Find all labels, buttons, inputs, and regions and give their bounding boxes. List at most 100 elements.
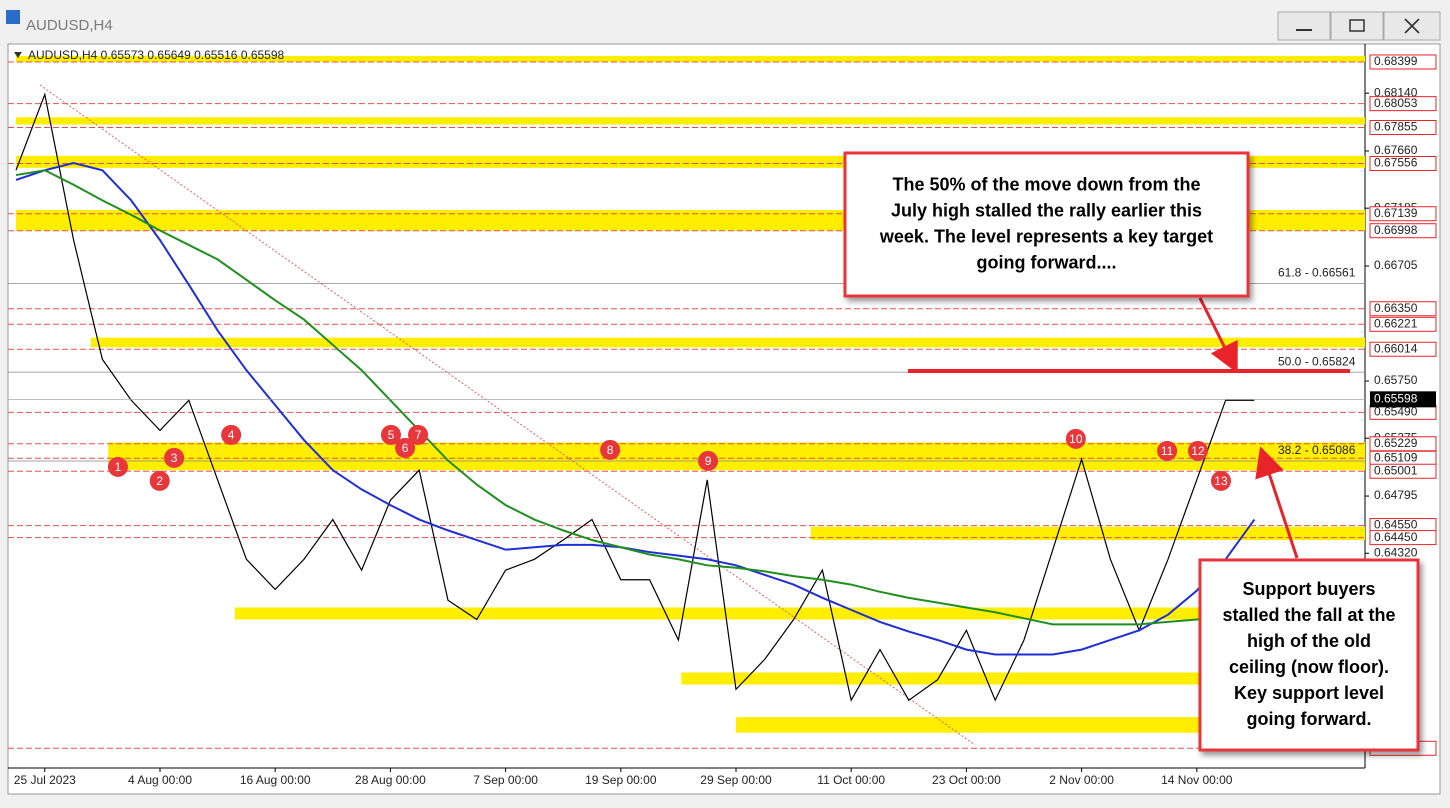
level-label-box bbox=[1369, 341, 1437, 357]
x-tick-label: 28 Aug 00:00 bbox=[355, 773, 426, 787]
support-resistance-zone bbox=[108, 442, 1365, 471]
x-tick-label: 29 Sep 00:00 bbox=[700, 773, 772, 787]
annotation-text: going forward. bbox=[1247, 709, 1372, 729]
moving-average bbox=[15, 161, 1256, 656]
marker-label: 11 bbox=[1161, 444, 1174, 458]
level-label: 0.66998 bbox=[1374, 223, 1418, 237]
y-tick-label: 0.64320 bbox=[1374, 545, 1418, 559]
level-label-box bbox=[1369, 54, 1437, 70]
annotation-text: week. The level represents a key target bbox=[879, 226, 1213, 246]
annotation-text: high of the old bbox=[1247, 631, 1371, 651]
marker bbox=[1187, 440, 1208, 461]
window-title: AUDUSD,H4 bbox=[26, 17, 113, 34]
marker-label: 3 bbox=[171, 451, 178, 465]
annotation-box bbox=[843, 151, 1250, 298]
marker-label: 9 bbox=[705, 454, 712, 468]
x-tick-label: 23 Oct 00:00 bbox=[932, 773, 1001, 787]
support-resistance-zone bbox=[16, 117, 1365, 125]
marker-label: 10 bbox=[1069, 432, 1083, 446]
support-resistance-zone bbox=[810, 526, 1365, 541]
trend-line bbox=[39, 84, 976, 746]
header-arrow bbox=[14, 52, 22, 58]
marker-label: 6 bbox=[402, 441, 409, 455]
chart-header: AUDUSD,H4 0.65573 0.65649 0.65516 0.6559… bbox=[28, 48, 285, 62]
support-resistance-zone bbox=[90, 337, 1365, 348]
marker-label: 1 bbox=[115, 460, 122, 474]
level-label: 0.66014 bbox=[1374, 341, 1418, 355]
annotation-text: Support buyers bbox=[1242, 579, 1375, 599]
annotation-text: stalled the fall at the bbox=[1222, 605, 1395, 625]
level-label: 0.65490 bbox=[1374, 405, 1418, 419]
marker bbox=[107, 456, 128, 477]
marker bbox=[1210, 470, 1231, 491]
support-resistance-zone bbox=[681, 672, 1365, 685]
marker bbox=[698, 450, 719, 471]
close-icon bbox=[1404, 18, 1420, 34]
y-tick-label: 0.68140 bbox=[1374, 85, 1418, 99]
last-price-label: 0.65598 bbox=[1374, 392, 1418, 406]
support-resistance-zone bbox=[16, 55, 1365, 62]
level-label-box bbox=[1369, 119, 1437, 135]
level-label-box bbox=[1369, 463, 1437, 479]
fib-label: 50.0 - 0.65824 bbox=[1278, 354, 1356, 368]
marker-label: 13 bbox=[1214, 474, 1228, 488]
arrow bbox=[1255, 446, 1299, 559]
level-label: 0.67556 bbox=[1374, 156, 1418, 170]
marker bbox=[221, 424, 242, 445]
marker-label: 5 bbox=[388, 428, 395, 442]
x-tick-label: 4 Aug 00:00 bbox=[128, 773, 192, 787]
level-label: 0.68053 bbox=[1374, 96, 1418, 110]
marker-label: 4 bbox=[228, 428, 235, 442]
annotation-box bbox=[1198, 558, 1420, 752]
annotation-text: ceiling (now floor). bbox=[1229, 657, 1389, 677]
annotation-text: going forward.... bbox=[977, 252, 1117, 272]
marker-label: 7 bbox=[415, 428, 422, 442]
x-tick-label: 19 Sep 00:00 bbox=[585, 773, 657, 787]
annotation-text: The 50% of the move down from the bbox=[892, 174, 1200, 194]
support-resistance-zone bbox=[234, 607, 1365, 620]
marker bbox=[600, 439, 621, 460]
restore-button[interactable] bbox=[1330, 11, 1384, 41]
level-label-box bbox=[1369, 96, 1437, 112]
level-label-box bbox=[1369, 206, 1437, 222]
y-tick-label: 0.65750 bbox=[1374, 373, 1418, 387]
annotation-text: Key support level bbox=[1234, 683, 1384, 703]
y-tick-label: 0.67660 bbox=[1374, 143, 1418, 157]
annotation-text: July high stalled the rally earlier this bbox=[891, 200, 1202, 220]
level-label: 0.65109 bbox=[1374, 450, 1418, 464]
level-label: 0.68399 bbox=[1374, 54, 1418, 68]
arrow bbox=[1198, 297, 1238, 374]
window-buttons[interactable] bbox=[1277, 11, 1441, 41]
level-label: 0.66350 bbox=[1374, 301, 1418, 315]
level-label: 0.65001 bbox=[1374, 463, 1418, 477]
app-icon bbox=[6, 10, 20, 24]
x-tick-label: 11 Oct 00:00 bbox=[817, 773, 885, 787]
y-tick-label: 0.64795 bbox=[1374, 488, 1418, 502]
marker bbox=[1157, 440, 1178, 461]
x-tick-label: 2 Nov 00:00 bbox=[1049, 773, 1114, 787]
level-label: 0.64550 bbox=[1374, 518, 1418, 532]
level-label: 0.64450 bbox=[1374, 530, 1418, 544]
marker bbox=[149, 470, 170, 491]
x-tick-label: 14 Nov 00:00 bbox=[1161, 773, 1233, 787]
x-tick-label: 25 Jul 2023 bbox=[14, 773, 76, 787]
marker-label: 12 bbox=[1191, 444, 1205, 458]
fib-label: 38.2 - 0.65086 bbox=[1278, 443, 1356, 457]
fib-label: 61.8 - 0.66561 bbox=[1278, 266, 1356, 280]
level-label: 0.67855 bbox=[1374, 120, 1418, 134]
marker bbox=[380, 424, 401, 445]
marker-label: 8 bbox=[607, 443, 614, 457]
level-label-box bbox=[1369, 223, 1437, 239]
level-label-box bbox=[1369, 316, 1437, 332]
x-tick-label: 16 Aug 00:00 bbox=[240, 773, 311, 787]
level-label: 0.66221 bbox=[1374, 316, 1418, 330]
price-line bbox=[15, 92, 1255, 702]
x-tick-label: 7 Sep 00:00 bbox=[473, 773, 538, 787]
y-tick-label: 0.66705 bbox=[1374, 258, 1418, 272]
minimize-button[interactable] bbox=[1277, 11, 1331, 41]
level-label-box bbox=[1369, 301, 1437, 317]
level-label-box bbox=[1369, 156, 1437, 172]
level-label: 0.65229 bbox=[1374, 436, 1418, 450]
